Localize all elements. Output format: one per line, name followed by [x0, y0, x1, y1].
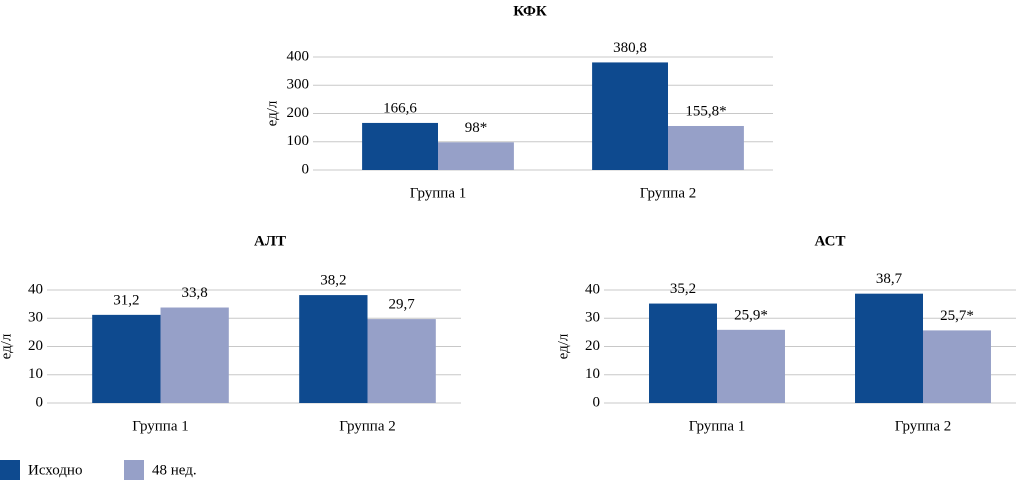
bar	[160, 307, 229, 403]
data-label: 25,9*	[734, 307, 768, 323]
chart-title: КФК	[513, 3, 547, 19]
bar	[649, 303, 717, 403]
x-tick-label: Группа 1	[410, 185, 467, 201]
bar	[923, 330, 991, 403]
y-tick-label: 200	[287, 105, 310, 121]
data-label: 38,2	[320, 273, 346, 289]
data-label: 25,7*	[940, 308, 974, 324]
data-label: 155,8*	[685, 103, 726, 119]
data-label: 33,8	[182, 285, 208, 301]
y-tick-label: 0	[36, 394, 44, 410]
x-tick-label: Группа 1	[132, 418, 189, 434]
data-label: 166,6	[383, 100, 417, 116]
y-tick-label: 30	[585, 310, 600, 326]
data-label: 29,7	[389, 297, 416, 313]
y-tick-label: 10	[585, 366, 600, 382]
bar	[592, 62, 668, 171]
bar	[362, 122, 438, 170]
x-tick-label: Группа 2	[339, 418, 396, 434]
data-label: 35,2	[670, 281, 696, 297]
y-tick-label: 300	[287, 77, 310, 93]
bar	[717, 329, 785, 403]
chart-title: АСТ	[815, 233, 846, 249]
y-tick-label: 100	[287, 133, 310, 149]
legend-label: Исходно	[28, 462, 82, 478]
chart-title: АЛТ	[254, 233, 286, 249]
bar	[92, 314, 161, 403]
data-label: 38,7	[876, 271, 903, 287]
y-tick-label: 10	[28, 366, 43, 382]
x-tick-label: Группа 2	[895, 418, 952, 434]
legend-swatch	[0, 460, 20, 480]
x-tick-label: Группа 2	[640, 185, 697, 201]
y-tick-label: 40	[28, 281, 43, 297]
y-tick-label: 20	[28, 338, 43, 354]
bar	[668, 125, 744, 170]
bar	[855, 293, 923, 403]
x-tick-label: Группа 1	[689, 418, 746, 434]
data-label: 380,8	[613, 40, 647, 56]
y-tick-label: 400	[287, 48, 310, 64]
legend-swatch	[124, 460, 144, 480]
y-axis-label: ед/л	[264, 100, 280, 126]
y-tick-label: 20	[585, 338, 600, 354]
y-tick-label: 0	[302, 161, 310, 177]
bar	[367, 319, 436, 403]
legend-label: 48 нед.	[152, 462, 197, 478]
y-axis-label: ед/л	[555, 333, 571, 359]
y-axis-label: ед/л	[0, 333, 14, 359]
data-label: 31,2	[113, 292, 139, 308]
bar	[299, 295, 368, 403]
y-tick-label: 40	[585, 281, 600, 297]
data-label: 98*	[465, 120, 488, 136]
y-tick-label: 0	[593, 394, 601, 410]
bar	[438, 142, 514, 170]
y-tick-label: 30	[28, 310, 43, 326]
